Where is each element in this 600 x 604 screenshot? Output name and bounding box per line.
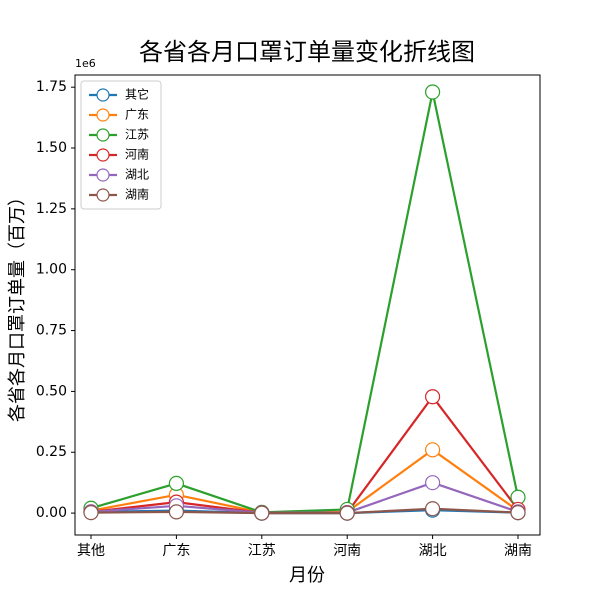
- y-tick-label: 0.50: [36, 383, 67, 399]
- y-tick-label: 0.75: [36, 323, 67, 339]
- x-axis-label: 月份: [289, 565, 325, 586]
- legend-marker: [96, 108, 110, 122]
- point: [339, 505, 355, 521]
- legend-marker: [96, 168, 110, 182]
- point: [425, 501, 441, 517]
- y-tick-label: 1.50: [36, 140, 67, 156]
- series-line: [90, 507, 519, 515]
- y-axis-label: 各省各月口罩订单量（百万）: [7, 188, 28, 422]
- y-tick-label: 1.75: [36, 79, 67, 95]
- x-tick-label: 湖南: [504, 543, 532, 559]
- legend-marker: [96, 88, 110, 102]
- x-tick-label: 江苏: [248, 543, 276, 559]
- point: [510, 505, 526, 521]
- point: [168, 475, 184, 492]
- legend-label: 其它: [125, 87, 149, 102]
- chart-title: 各省各月口罩订单量变化折线图: [139, 38, 475, 66]
- y-tick-label: 1.00: [36, 262, 67, 278]
- legend-label: 湖北: [125, 167, 149, 182]
- legend-marker: [96, 128, 110, 142]
- series-line: [90, 91, 520, 514]
- x-tick-label: 其他: [77, 543, 105, 559]
- x-tick-label: 湖北: [419, 543, 447, 559]
- point: [83, 505, 99, 521]
- legend-label: 广东: [125, 108, 149, 122]
- point: [425, 84, 441, 100]
- point: [254, 505, 270, 521]
- point: [425, 442, 441, 458]
- legend-marker: [96, 148, 110, 162]
- y-tick-label: 0.25: [36, 444, 67, 460]
- y-offset-label: 1e6: [75, 57, 96, 70]
- legend-marker: [96, 188, 110, 202]
- legend-label: 河南: [125, 147, 149, 162]
- point: [425, 475, 441, 491]
- y-tick-label: 0.00: [36, 505, 67, 521]
- y-tick-label: 1.25: [36, 201, 67, 217]
- point: [425, 389, 441, 405]
- axes-frame: [74, 74, 541, 536]
- x-tick-label: 河南: [333, 543, 361, 559]
- legend-label: 湖南: [125, 187, 149, 202]
- x-tick-label: 广东: [162, 543, 190, 559]
- legend-label: 江苏: [125, 128, 149, 142]
- point: [168, 504, 184, 520]
